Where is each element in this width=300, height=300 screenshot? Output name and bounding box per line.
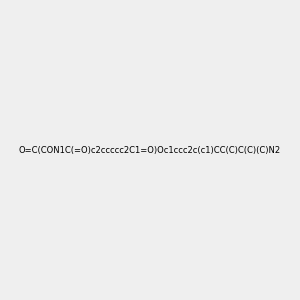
Text: O=C(CON1C(=O)c2ccccc2C1=O)Oc1ccc2c(c1)CC(C)C(C)(C)N2: O=C(CON1C(=O)c2ccccc2C1=O)Oc1ccc2c(c1)CC… [19,146,281,154]
